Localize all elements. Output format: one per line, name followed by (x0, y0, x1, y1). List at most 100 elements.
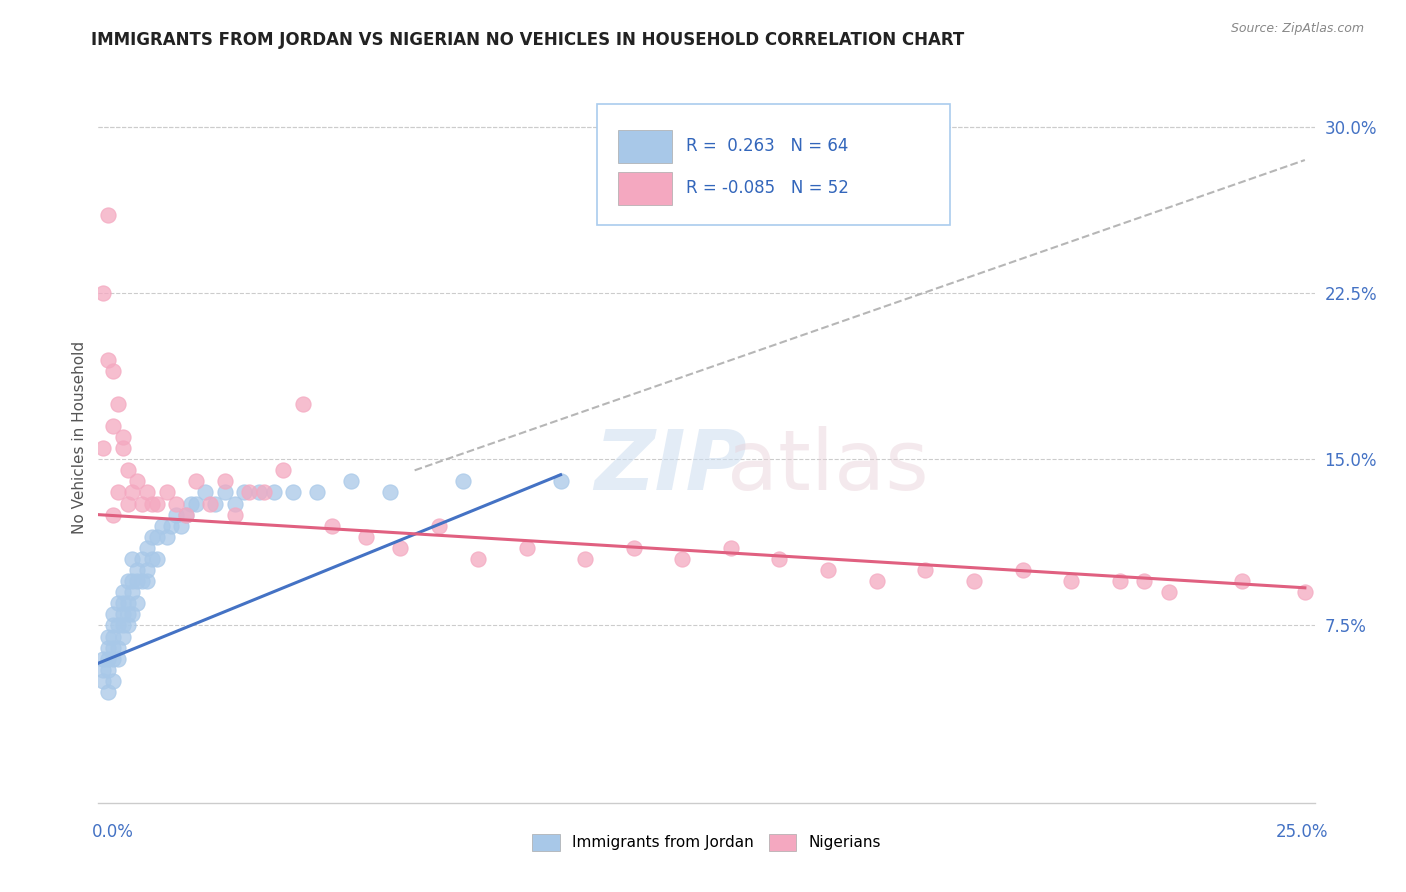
Point (111, 607, 134, 622)
Point (155, 530, 177, 544)
Point (107, 485, 129, 500)
Text: R = -0.085   N = 52: R = -0.085 N = 52 (686, 179, 849, 197)
Point (866, 574, 889, 589)
Point (146, 530, 169, 544)
Point (111, 596, 134, 610)
Text: R =  0.263   N = 64: R = 0.263 N = 64 (686, 137, 848, 155)
Point (170, 518, 193, 533)
Point (146, 552, 169, 566)
Point (101, 630, 124, 644)
Text: Source: ZipAtlas.com: Source: ZipAtlas.com (1230, 22, 1364, 36)
Point (97, 651, 120, 665)
Point (136, 563, 159, 577)
Point (136, 574, 159, 589)
Point (224, 497, 246, 511)
Point (214, 475, 236, 489)
Point (101, 618, 124, 632)
FancyBboxPatch shape (617, 130, 672, 163)
Point (224, 508, 246, 522)
Point (427, 518, 450, 533)
Point (307, 485, 329, 500)
Point (91, 441, 114, 455)
Point (131, 497, 153, 511)
Legend: Immigrants from Jordan, Nigerians: Immigrants from Jordan, Nigerians (526, 828, 887, 857)
Point (141, 552, 163, 566)
Point (107, 618, 129, 632)
Text: IMMIGRANTS FROM JORDAN VS NIGERIAN NO VEHICLES IN HOUSEHOLD CORRELATION CHART: IMMIGRANTS FROM JORDAN VS NIGERIAN NO VE… (91, 31, 965, 49)
Point (97, 663, 120, 677)
Point (1294, 585, 1316, 599)
Point (574, 552, 596, 566)
Point (97, 209, 120, 223)
Point (101, 640, 124, 655)
Point (271, 463, 294, 477)
Point (127, 475, 149, 489)
Point (91, 663, 114, 677)
Point (200, 497, 222, 511)
Point (380, 485, 402, 500)
Point (97, 630, 120, 644)
Point (107, 397, 129, 411)
Point (238, 485, 260, 500)
Point (184, 497, 207, 511)
Point (768, 552, 790, 566)
FancyBboxPatch shape (598, 104, 950, 225)
Point (467, 552, 489, 566)
Point (389, 541, 412, 555)
Point (180, 497, 202, 511)
Point (155, 485, 177, 500)
Point (117, 463, 139, 477)
Point (174, 508, 197, 522)
Point (321, 518, 343, 533)
Point (194, 485, 217, 500)
Point (146, 497, 169, 511)
Text: 0.0%: 0.0% (91, 822, 134, 840)
Y-axis label: No Vehicles in Household: No Vehicles in Household (72, 341, 87, 533)
Point (117, 574, 139, 589)
Point (281, 485, 304, 500)
Point (131, 552, 153, 566)
Point (91, 673, 114, 688)
Point (131, 574, 153, 589)
Point (117, 607, 139, 622)
Point (453, 475, 475, 489)
Point (117, 596, 139, 610)
Point (204, 497, 226, 511)
Point (141, 530, 163, 544)
Point (111, 630, 134, 644)
Point (720, 541, 742, 555)
Point (127, 596, 149, 610)
Point (101, 673, 124, 688)
Point (263, 485, 285, 500)
Point (214, 485, 236, 500)
Point (1109, 574, 1132, 589)
Point (121, 585, 143, 599)
Point (963, 574, 986, 589)
Point (174, 508, 197, 522)
Point (107, 596, 129, 610)
Point (136, 485, 159, 500)
Point (127, 574, 149, 589)
Point (97, 640, 120, 655)
Point (107, 640, 129, 655)
Point (1157, 585, 1180, 599)
Point (121, 552, 143, 566)
Text: ZIP: ZIP (593, 425, 747, 507)
Point (117, 618, 139, 632)
Point (111, 430, 134, 444)
Point (247, 485, 270, 500)
Point (111, 441, 134, 455)
Point (671, 552, 693, 566)
Point (101, 419, 124, 434)
Point (97, 685, 120, 699)
Point (91, 285, 114, 300)
Point (101, 607, 124, 622)
Point (121, 607, 143, 622)
Point (1011, 563, 1033, 577)
Point (515, 541, 537, 555)
Point (1060, 574, 1083, 589)
Text: atlas: atlas (727, 425, 929, 507)
Point (121, 574, 143, 589)
Point (1230, 574, 1253, 589)
Point (101, 508, 124, 522)
